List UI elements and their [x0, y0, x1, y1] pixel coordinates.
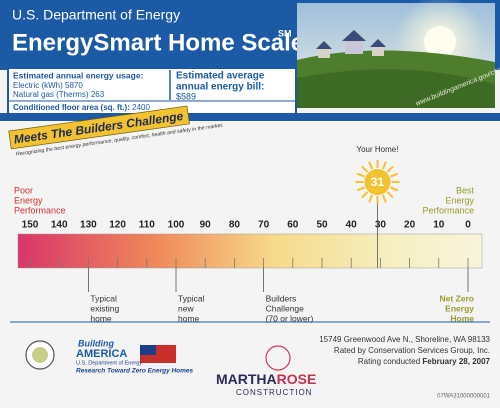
- scale-tick-label: 100: [168, 220, 185, 231]
- scale-tick-label: 110: [139, 220, 156, 231]
- usage-item: Natural gas (Therms) 263: [13, 90, 105, 99]
- id: 07WA31000000001: [437, 394, 490, 400]
- rating: Rating conducted February 28, 2007: [358, 357, 491, 366]
- logo-text: MARTHAROSE: [216, 371, 316, 387]
- usage-item: Electric (kWh) 5870: [13, 81, 83, 90]
- divider: [0, 113, 500, 121]
- scale-tick-label: 80: [229, 220, 241, 231]
- marker-label: Challenge: [266, 303, 305, 313]
- sun-ray: [361, 191, 369, 199]
- best-label: Energy: [445, 195, 474, 205]
- scale: 150 140 130 120 110 100 90 80 70 60 50 40 30 20 10 0Poo…: [14, 145, 483, 323]
- sun-ray: [390, 172, 399, 178]
- scale-tick-label: 50: [316, 220, 328, 231]
- bill-heading: annual energy bill:: [176, 82, 264, 93]
- scale-tick-label: 40: [346, 220, 358, 231]
- marker-label: Net Zero: [440, 293, 474, 303]
- scale-tick-label: 140: [51, 220, 68, 231]
- agency: U.S. Department of Energy: [12, 7, 180, 23]
- scale-tick-label: 20: [404, 220, 416, 231]
- logo-text: Research Toward Zero Energy Homes: [76, 368, 194, 375]
- info-box: [7, 67, 297, 115]
- logo-text: Building: [78, 338, 114, 348]
- usage-heading: Estimated annual energy usage:: [13, 70, 144, 80]
- sun-ray: [356, 186, 365, 192]
- logo-text: U.S. Department of Energy: [76, 360, 142, 366]
- scale-tick-label: 70: [258, 220, 270, 231]
- scale-tick-label: 10: [433, 220, 445, 231]
- logo-text: CONSTRUCTION: [236, 388, 312, 397]
- marker-label: Energy: [445, 303, 474, 313]
- scale-tick-label: 60: [287, 220, 299, 231]
- marker-label: home: [178, 313, 200, 323]
- scale-tick-label: 0: [465, 220, 471, 231]
- marker-label: Home: [450, 313, 474, 323]
- marker-label: Typical: [178, 293, 205, 303]
- footer-logos: Building AMERICA U.S. Department of Ener…: [25, 338, 316, 397]
- header-image: www.buildingamerica.gov/challenge: [297, 0, 500, 108]
- marker-label: home: [90, 313, 112, 323]
- scale-tick-label: 90: [200, 220, 212, 231]
- scale-tick-label: 150: [22, 220, 39, 231]
- your-home: Your Home!: [357, 145, 399, 154]
- scale-bar: [17, 233, 483, 269]
- logo-text: AMERICA: [76, 348, 127, 360]
- marker-label: existing: [90, 303, 119, 313]
- poor-label: Energy: [14, 195, 43, 205]
- title-mark: SM: [278, 28, 292, 38]
- sun-ray: [381, 161, 387, 170]
- sun-ray: [356, 172, 365, 178]
- poor-label: Performance: [14, 205, 66, 215]
- sun-ray: [381, 194, 387, 203]
- poor-label: Poor: [14, 185, 33, 195]
- marker-label: new: [178, 303, 194, 313]
- bill-heading: Estimated average: [176, 71, 265, 82]
- scale-tick-label: 130: [80, 220, 97, 231]
- rater: Rated by Conservation Services Group, In…: [334, 346, 490, 355]
- scale-tick-label: 120: [109, 220, 126, 231]
- marker-label: Builders: [266, 293, 297, 303]
- sun-ray: [368, 161, 374, 170]
- area: Conditioned floor area (sq. ft.): 2400: [13, 103, 150, 112]
- marker-label: Typical: [90, 293, 117, 303]
- sun-ray: [386, 191, 394, 199]
- sun-ray: [361, 165, 369, 173]
- sun-ray: [368, 194, 374, 203]
- address: 15749 Greenwood Ave N., Shoreline, WA 98…: [319, 335, 490, 344]
- bill: $589: [176, 91, 196, 101]
- best-label: Performance: [422, 205, 474, 215]
- marker-label: (70 or lower): [266, 313, 314, 323]
- best-label: Best: [456, 185, 475, 195]
- sun-ray: [390, 186, 399, 192]
- scale-tick-label: 30: [375, 220, 387, 231]
- score-value: 31: [371, 175, 385, 189]
- sun-ray: [386, 165, 394, 173]
- score-sun: [364, 169, 391, 195]
- title: EnergySmart Home Scale: [12, 29, 304, 56]
